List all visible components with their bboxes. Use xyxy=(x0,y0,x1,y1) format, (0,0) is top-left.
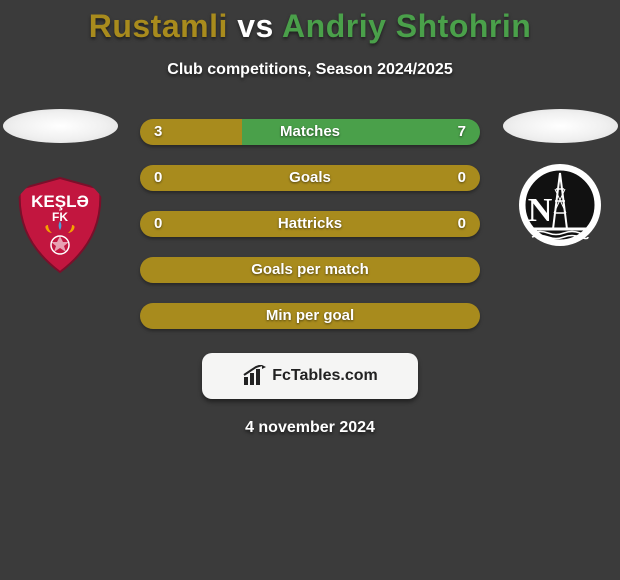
stat-label: Goals per match xyxy=(140,257,480,283)
stat-label: Goals xyxy=(140,165,480,191)
svg-text:KEŞLƏ: KEŞLƏ xyxy=(31,192,89,211)
stat-row: 37Matches xyxy=(140,119,480,145)
stat-label: Matches xyxy=(140,119,480,145)
page-title: Rustamli vs Andriy Shtohrin xyxy=(0,0,620,45)
player2-avatar-placeholder xyxy=(503,109,618,143)
infographic-root: Rustamli vs Andriy Shtohrin Club competi… xyxy=(0,0,620,580)
chart-icon xyxy=(242,365,268,387)
vs-text: vs xyxy=(237,8,274,44)
stats-list: 37Matches 00Goals 00Hattricks Goals per mat… xyxy=(140,119,480,329)
stat-row: 00Hattricks xyxy=(140,211,480,237)
player1-club-badge: KEŞLƏFK xyxy=(10,175,110,275)
player2-club-badge: N xyxy=(510,163,610,247)
svg-text:N: N xyxy=(528,192,553,229)
main-panel: KEŞLƏFK N 37Matches 00Goals 00Hattricks Goa… xyxy=(0,119,620,437)
stat-row: Min per goal xyxy=(140,303,480,329)
stat-row: Goals per match xyxy=(140,257,480,283)
player2-name: Andriy Shtohrin xyxy=(282,8,531,44)
stat-row: 00Goals xyxy=(140,165,480,191)
left-player-column: KEŞLƏFK xyxy=(0,109,120,275)
stat-label: Hattricks xyxy=(140,211,480,237)
player1-name: Rustamli xyxy=(89,8,228,44)
branding-card: FcTables.com xyxy=(202,353,418,399)
branding-text: FcTables.com xyxy=(272,367,378,385)
right-player-column: N xyxy=(500,109,620,247)
date: 4 november 2024 xyxy=(0,419,620,437)
subtitle: Club competitions, Season 2024/2025 xyxy=(0,61,620,79)
player1-avatar-placeholder xyxy=(3,109,118,143)
stat-label: Min per goal xyxy=(140,303,480,329)
